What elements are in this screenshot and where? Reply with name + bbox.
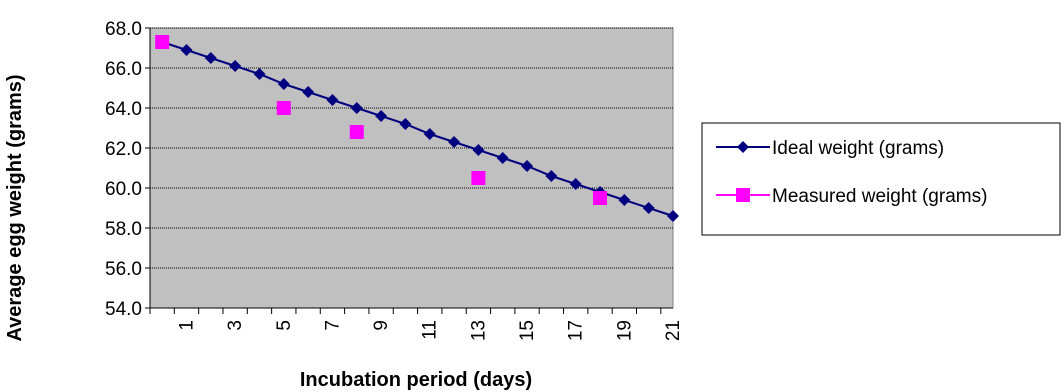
data-point — [593, 191, 608, 205]
data-point — [471, 171, 486, 185]
data-point — [276, 101, 291, 115]
data-point — [545, 170, 558, 182]
y-tick-label: 60.0 — [105, 179, 142, 200]
x-tick-label: 19 — [614, 320, 635, 341]
y-tick-label: 56.0 — [105, 259, 142, 280]
legend-entry-ideal: Ideal weight (grams) — [716, 138, 944, 159]
series-1 — [155, 35, 608, 205]
plot-background — [149, 27, 674, 309]
data-point — [423, 128, 436, 140]
legend-box — [701, 122, 1061, 236]
y-tick-label: 62.0 — [105, 139, 142, 160]
data-point — [472, 144, 485, 156]
y-tick-label: 68.0 — [105, 19, 142, 40]
data-point — [642, 202, 655, 214]
data-point — [349, 125, 364, 139]
legend: Ideal weight (grams) Measured weight (gr… — [701, 122, 1061, 236]
legend-label-ideal: Ideal weight (grams) — [772, 138, 944, 159]
axes — [149, 28, 673, 309]
data-point — [229, 60, 242, 72]
y-tick-label: 58.0 — [105, 219, 142, 240]
y-tick-label: 64.0 — [105, 99, 142, 120]
data-point — [302, 86, 315, 98]
plot-area — [149, 27, 674, 309]
x-tick-label: 5 — [274, 320, 295, 331]
x-tick-label: 1 — [176, 320, 197, 331]
data-point — [277, 78, 290, 90]
x-tick-label: 13 — [468, 320, 489, 341]
legend-marker-measured — [736, 188, 750, 202]
series-line — [161, 41, 674, 217]
x-tick-label: 17 — [566, 320, 587, 341]
legend-entry-measured: Measured weight (grams) — [716, 186, 987, 207]
x-axis-ticks: 1 3 5 7 9 11 13 15 17 19 21 — [149, 308, 684, 341]
data-point — [569, 178, 582, 190]
data-point — [496, 152, 509, 164]
x-axis-title: Incubation period (days) — [300, 369, 532, 391]
legend-label-measured: Measured weight (grams) — [772, 186, 987, 207]
data-point — [204, 52, 217, 64]
x-tick-label: 21 — [663, 320, 684, 341]
y-axis-title: Average egg weight (grams) — [4, 74, 26, 341]
y-tick-label: 66.0 — [105, 59, 142, 80]
x-tick-label: 3 — [225, 320, 246, 331]
data-point — [180, 44, 193, 56]
data-point — [375, 110, 388, 122]
x-tick-label: 11 — [420, 320, 441, 340]
x-tick-label: 9 — [371, 320, 392, 331]
data-point — [618, 194, 631, 206]
data-point — [448, 136, 461, 148]
data-point — [521, 160, 534, 172]
data-point — [667, 210, 679, 222]
data-point — [155, 35, 170, 49]
series-layer — [155, 35, 679, 222]
x-tick-label: 7 — [322, 320, 343, 331]
series-0 — [156, 36, 679, 222]
x-tick-label: 15 — [517, 320, 538, 341]
data-point — [399, 118, 412, 130]
y-axis-ticks: 54.0 56.0 58.0 60.0 62.0 64.0 66.0 68.0 — [105, 19, 150, 320]
y-tick-label: 54.0 — [105, 299, 142, 320]
data-point — [326, 94, 339, 106]
data-point — [253, 68, 266, 80]
legend-marker-ideal — [737, 141, 749, 153]
data-point — [350, 102, 363, 114]
